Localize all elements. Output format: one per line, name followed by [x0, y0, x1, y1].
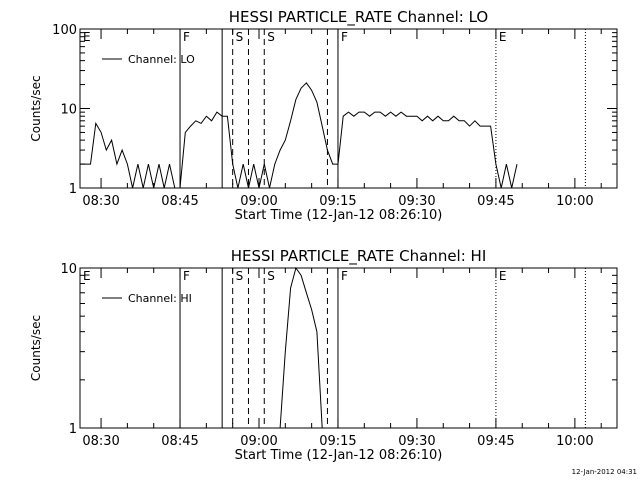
- panel-2-x-tick-label: 09:30: [398, 434, 435, 449]
- panel-1-x-tick-label: 09:30: [398, 194, 435, 209]
- panel-2-legend-label: Channel: HI: [128, 292, 192, 305]
- panel-1-marker-label: E: [83, 30, 91, 44]
- panel-1-marker-label: S: [267, 30, 275, 44]
- panel-2-series-line: [279, 266, 323, 429]
- panel-1-y-tick-label: 1: [69, 182, 77, 197]
- panel-2-marker-label: E: [83, 269, 91, 283]
- panel-2-y-tick-label: 10: [60, 262, 77, 277]
- panel-2-x-tick-label: 08:30: [82, 434, 119, 449]
- panel-2-x-tick-label: 09:00: [240, 434, 277, 449]
- panel-2-x-tick-label: 09:45: [477, 434, 514, 449]
- panel-1-x-tick-label: 08:30: [82, 194, 119, 209]
- panel-2-marker-label: F: [183, 269, 190, 283]
- panel-2-marker-label: S: [267, 269, 275, 283]
- panel-1-x-tick-label: 09:15: [319, 194, 356, 209]
- panel-1-x-axis-label: Start Time (12-Jan-12 08:26:10): [235, 208, 443, 223]
- panel-2-plot-frame: [79, 267, 618, 429]
- panel-1-legend-label: Channel: LO: [128, 53, 195, 66]
- panel-2-marker-label: S: [236, 269, 244, 283]
- panel-1-x-tick-label: 08:45: [161, 194, 198, 209]
- panel-2-x-axis-label: Start Time (12-Jan-12 08:26:10): [235, 448, 443, 463]
- panel-2-x-tick-label: 10:00: [556, 434, 593, 449]
- panel-2-y-axis-label: Counts/sec: [29, 315, 43, 381]
- panel-1-title: HESSI PARTICLE_RATE Channel: LO: [229, 8, 488, 27]
- panel-2-title: HESSI PARTICLE_RATE Channel: HI: [231, 247, 487, 266]
- panel-1-marker-label: F: [341, 30, 348, 44]
- panel-1-chart: HESSI PARTICLE_RATE Channel: LO 1 10 100 08:…: [29, 8, 618, 223]
- footer-timestamp: 12-Jan-2012 04:31: [572, 468, 637, 476]
- panel-1-y-tick-label: 100: [52, 23, 77, 38]
- panel-1-x-tick-label: 10:00: [556, 194, 593, 209]
- panel-1-x-tick-label: 09:00: [240, 194, 277, 209]
- panel-2-marker-label: E: [499, 269, 507, 283]
- panel-1-series-line: [80, 82, 518, 189]
- panel-2-y-tick-label: 1: [69, 422, 77, 437]
- panel-2-x-tick-label: 08:45: [161, 434, 198, 449]
- panel-1-marker-label: E: [499, 30, 507, 44]
- panel-2-x-tick-label: 09:15: [319, 434, 356, 449]
- panel-1-x-tick-label: 09:45: [477, 194, 514, 209]
- panel-1-y-tick-label: 10: [60, 103, 77, 118]
- panel-1-marker-label: S: [236, 30, 244, 44]
- panel-1-marker-label: F: [183, 30, 190, 44]
- panel-2-chart: HESSI PARTICLE_RATE Channel: HI 1 10 08:30 0…: [29, 247, 618, 463]
- panel-2-marker-label: F: [341, 269, 348, 283]
- panel-1-y-axis-label: Counts/sec: [29, 75, 43, 141]
